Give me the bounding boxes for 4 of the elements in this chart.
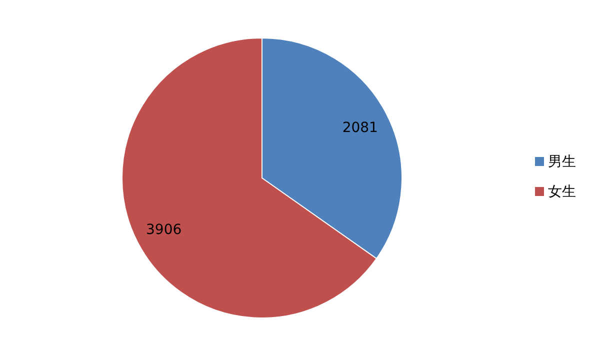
data-label: 2081: [342, 120, 378, 136]
legend-label: 女生: [548, 184, 576, 200]
data-label: 3906: [146, 222, 182, 238]
legend-label: 男生: [548, 154, 576, 170]
